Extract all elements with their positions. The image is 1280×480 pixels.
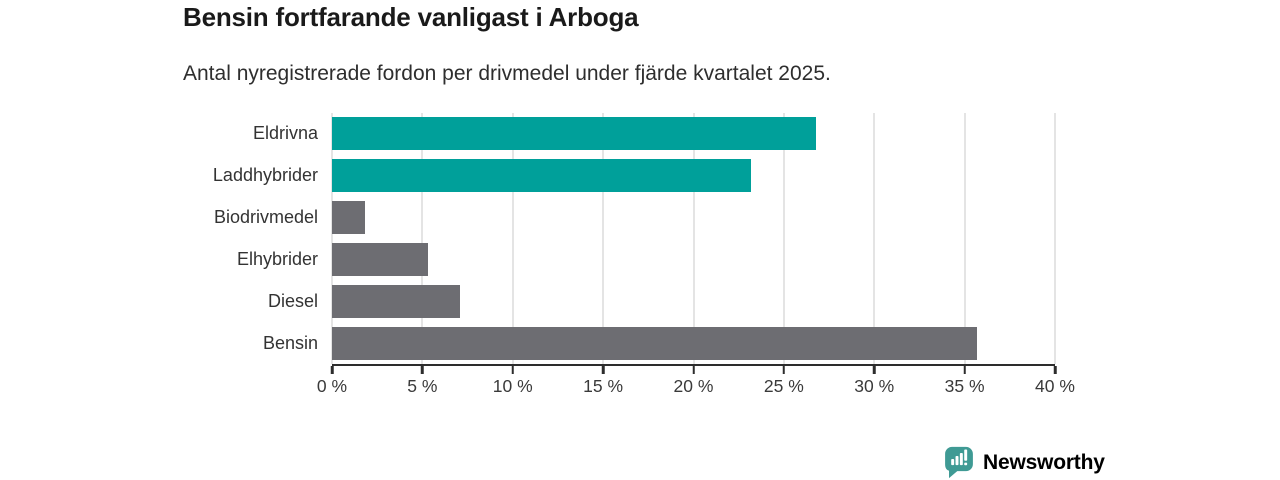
category-label-diesel: Diesel bbox=[267, 290, 318, 311]
newsworthy-chart-bubble-icon bbox=[945, 446, 973, 479]
bar-chart-plot: Eldrivna Laddhybrider Biodrivmedel Elhybrid… bbox=[213, 113, 1056, 364]
gridline bbox=[1054, 113, 1056, 364]
x-axis-tick bbox=[511, 366, 514, 374]
category-label-laddhybrider: Laddhybrider bbox=[212, 165, 318, 186]
bar-laddhybrider bbox=[332, 159, 752, 193]
category-label-elhybrider: Elhybrider bbox=[236, 248, 318, 269]
chart-subtitle: Antal nyregistrerade fordon per drivmede… bbox=[183, 61, 831, 85]
chart-title: Bensin fortfarande vanligast i Arboga bbox=[183, 2, 639, 32]
x-axis-tick bbox=[782, 366, 786, 374]
bar-eldrivna bbox=[332, 117, 817, 151]
x-axis-tick bbox=[601, 366, 605, 374]
bar-biodrivmedel bbox=[332, 201, 365, 235]
category-label-eldrivna: Eldrivna bbox=[252, 123, 318, 144]
bar-row: Laddhybrider bbox=[213, 155, 1055, 197]
x-axis-tick bbox=[963, 366, 966, 374]
x-axis-tick bbox=[1053, 366, 1057, 374]
x-axis-tick-label: 5 % bbox=[407, 376, 438, 396]
x-axis-tick-label: 25 % bbox=[763, 376, 804, 396]
newsworthy-logo[interactable]: Newsworthy bbox=[944, 446, 1105, 479]
newsworthy-logo-text: Newsworthy bbox=[983, 450, 1105, 474]
category-label-biodrivmedel: Biodrivmedel bbox=[213, 207, 318, 228]
bar-row: Bensin bbox=[263, 322, 1055, 364]
bar-row: Elhybrider bbox=[237, 238, 1055, 280]
gridline bbox=[511, 113, 514, 364]
bar-bensin bbox=[332, 326, 978, 360]
x-axis-line bbox=[330, 364, 1057, 375]
x-axis-tick-label: 20 % bbox=[673, 376, 714, 396]
chart-header: Bensin fortfarande vanligast i Arboga An… bbox=[183, 0, 831, 86]
gridline bbox=[331, 113, 333, 364]
bar-row: Eldrivna bbox=[253, 113, 1055, 155]
bar-row: Diesel bbox=[268, 280, 1055, 322]
x-axis-tick bbox=[692, 366, 695, 374]
gridline bbox=[963, 113, 966, 364]
x-axis-tick-label: 10 % bbox=[492, 376, 533, 396]
x-axis-tick bbox=[330, 366, 334, 374]
x-axis-tick-label: 30 % bbox=[854, 376, 895, 396]
x-axis-tick-label: 35 % bbox=[944, 376, 985, 396]
bar-elhybrider bbox=[332, 242, 428, 276]
gridline bbox=[421, 113, 424, 364]
bar-rows: Eldrivna Laddhybrider Biodrivmedel Elhybrid… bbox=[213, 113, 1055, 364]
x-axis-tick-label: 40 % bbox=[1035, 376, 1075, 396]
gridline bbox=[782, 113, 785, 364]
gridline bbox=[692, 113, 695, 364]
x-axis-tick bbox=[873, 366, 876, 374]
gridline bbox=[873, 113, 876, 364]
bar-diesel bbox=[332, 284, 461, 318]
x-axis-tick-labels: 0 % 5 % 10 % 15 % 20 % 25 % 30 % 35 % 40 % bbox=[317, 376, 1075, 400]
x-axis-tick bbox=[421, 366, 424, 374]
x-axis-tick-label: 0 % bbox=[316, 376, 348, 396]
category-label-bensin: Bensin bbox=[262, 332, 318, 353]
bar-row: Biodrivmedel bbox=[214, 197, 1055, 239]
x-axis-tick-label: 15 % bbox=[583, 376, 624, 396]
gridline bbox=[602, 113, 605, 364]
